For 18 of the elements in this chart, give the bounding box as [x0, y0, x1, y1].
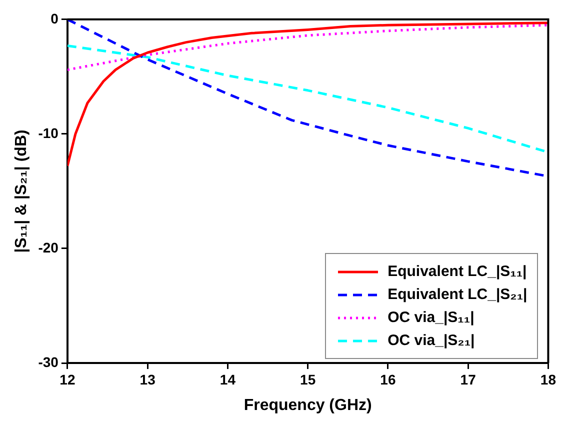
x-axis-title: Frequency (GHz) [244, 396, 372, 414]
x-tick-label: 18 [540, 371, 556, 388]
legend-label: OC via_|S₁₁| [388, 309, 474, 326]
x-tick-label: 17 [460, 371, 476, 388]
x-tick-label: 16 [380, 371, 396, 388]
line-series [67, 24, 548, 72]
x-tick-label: 15 [300, 371, 316, 388]
legend-label: OC via_|S₂₁| [388, 332, 475, 349]
x-tick-label: 13 [140, 371, 156, 388]
y-tick-label: -20 [38, 239, 59, 256]
y-tick-label: 0 [50, 10, 59, 26]
legend-label: Equivalent LC_|S₁₁| [388, 263, 527, 280]
y-tick-label: -30 [38, 354, 59, 370]
y-tick-label: -10 [38, 124, 59, 141]
x-tick-label: 14 [220, 371, 236, 388]
legend-label: Equivalent LC_|S₂₁| [388, 286, 528, 303]
y-axis-title: |S₁₁| & |S₂₁| (dB) [13, 130, 30, 253]
x-tick-label: 12 [60, 371, 76, 388]
